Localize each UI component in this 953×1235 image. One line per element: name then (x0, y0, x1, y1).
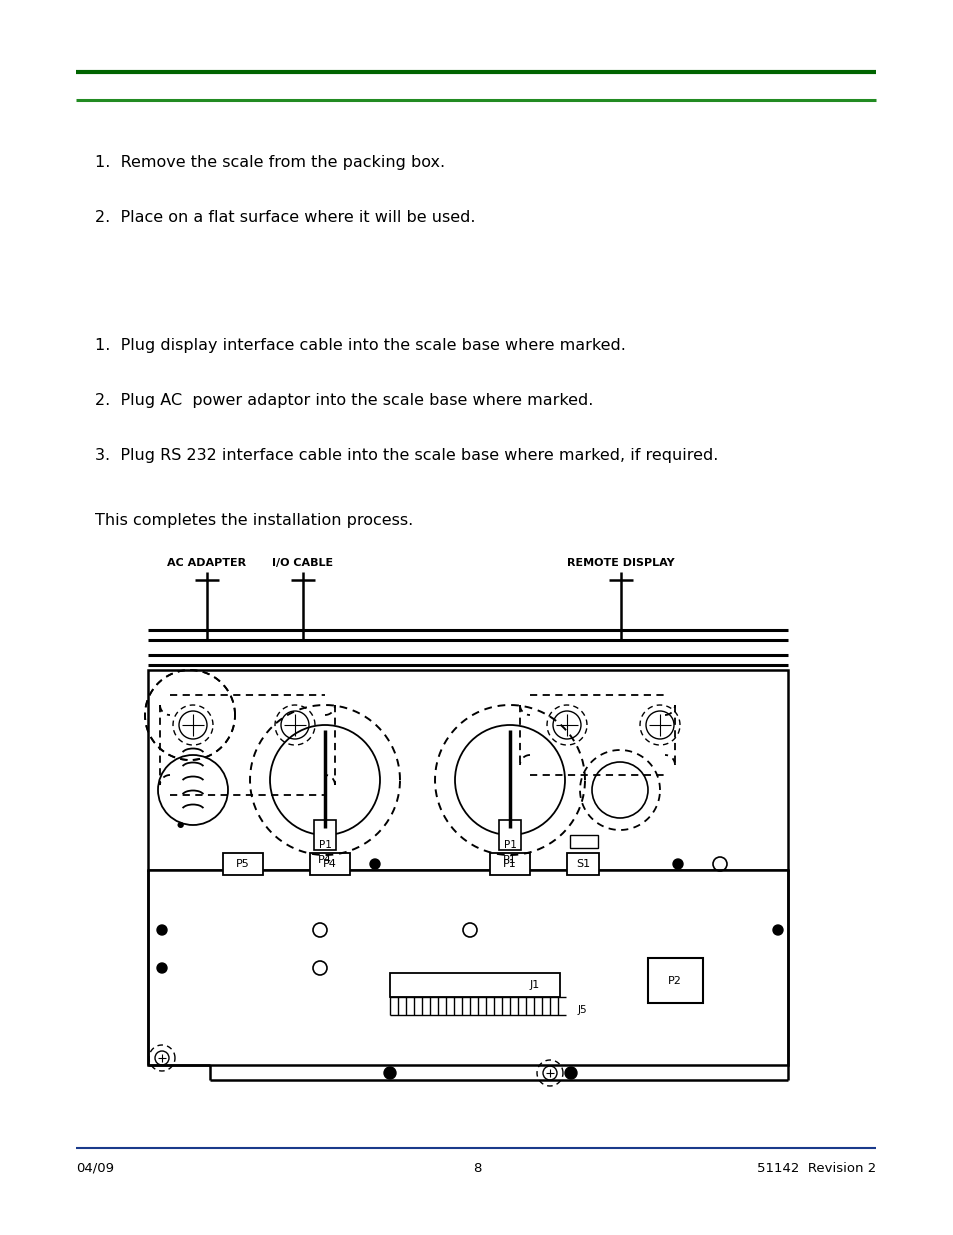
Text: J5: J5 (578, 1005, 587, 1015)
Text: This completes the installation process.: This completes the installation process. (95, 513, 413, 529)
Text: ●: ● (176, 820, 183, 830)
Text: S1: S1 (576, 860, 590, 869)
Bar (498, 820, 520, 850)
Text: 8: 8 (473, 1161, 480, 1174)
Text: 1.  Plug display interface cable into the scale base where marked.: 1. Plug display interface cable into the… (95, 338, 625, 353)
Text: 2.  Place on a flat surface where it will be used.: 2. Place on a flat surface where it will… (95, 210, 475, 225)
Text: AC ADAPTER: AC ADAPTER (168, 558, 246, 568)
Bar (148, 869, 787, 1065)
Circle shape (772, 925, 782, 935)
Text: P1: P1 (318, 840, 331, 850)
Bar (314, 820, 335, 850)
Text: J1: J1 (530, 981, 539, 990)
Text: P1: P1 (503, 840, 516, 850)
Bar (310, 853, 350, 876)
Text: P5: P5 (236, 860, 250, 869)
Text: 04/09: 04/09 (76, 1161, 113, 1174)
Text: P4: P4 (317, 855, 332, 864)
Bar (566, 853, 598, 876)
Circle shape (157, 963, 167, 973)
Circle shape (370, 860, 379, 869)
Bar (490, 853, 530, 876)
Text: P2: P2 (667, 976, 681, 986)
Circle shape (564, 1067, 577, 1079)
Text: 2.  Plug AC  power adaptor into the scale base where marked.: 2. Plug AC power adaptor into the scale … (95, 393, 593, 408)
Text: P4: P4 (323, 860, 336, 869)
Text: P1: P1 (502, 860, 517, 869)
Text: 1.  Remove the scale from the packing box.: 1. Remove the scale from the packing box… (95, 156, 445, 170)
Bar (390, 973, 559, 997)
Circle shape (384, 1067, 395, 1079)
Text: REMOTE DISPLAY: REMOTE DISPLAY (567, 558, 674, 568)
Bar (569, 835, 598, 848)
Bar (647, 958, 702, 1003)
Text: I/O CABLE: I/O CABLE (273, 558, 334, 568)
Bar (223, 853, 263, 876)
Circle shape (157, 925, 167, 935)
Text: P1: P1 (502, 855, 517, 864)
Text: 51142  Revision 2: 51142 Revision 2 (756, 1161, 875, 1174)
Circle shape (672, 860, 682, 869)
Bar (148, 671, 787, 869)
Text: 3.  Plug RS 232 interface cable into the scale base where marked, if required.: 3. Plug RS 232 interface cable into the … (95, 448, 718, 463)
